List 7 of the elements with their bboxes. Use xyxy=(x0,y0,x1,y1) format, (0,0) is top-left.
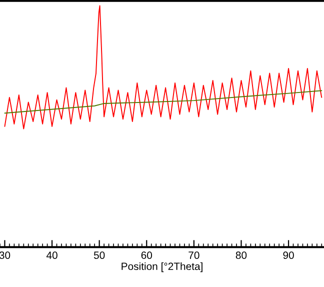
x-tick-label: 50 xyxy=(94,252,105,259)
x-tick-label: 60 xyxy=(141,252,152,259)
x-tick-label: 90 xyxy=(283,252,294,259)
x-tick-label: 40 xyxy=(46,252,58,259)
x-axis-title: Position [°2Theta] xyxy=(122,262,202,272)
x-tick-label: 80 xyxy=(236,252,247,259)
x-tick-label: 70 xyxy=(188,252,200,259)
